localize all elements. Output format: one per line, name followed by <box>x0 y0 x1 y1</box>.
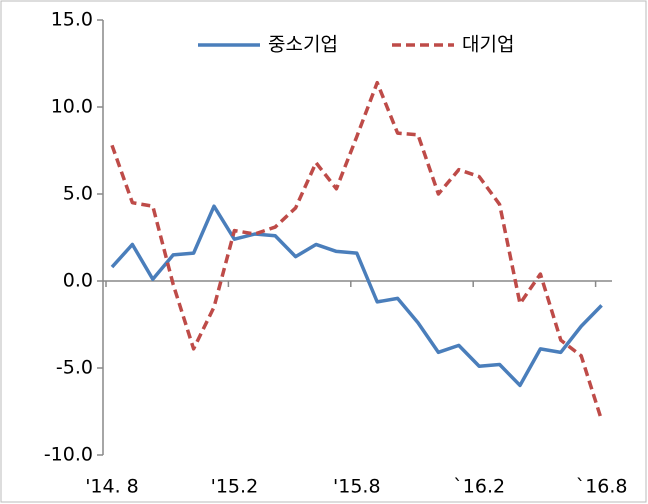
y-tick-label: 0.0 <box>63 270 93 292</box>
y-tick-label: -10.0 <box>44 444 93 466</box>
y-tick-label: 10.0 <box>51 96 93 118</box>
legend-label: 대기업 <box>462 34 514 56</box>
legend-label: 중소기업 <box>268 34 338 56</box>
y-tick-label: 5.0 <box>63 183 93 205</box>
series-line <box>110 80 604 421</box>
x-tick-label: '14. 8 <box>85 476 139 498</box>
series-line <box>110 204 603 388</box>
y-tick-label: -5.0 <box>56 357 93 379</box>
x-tick-label: '15.8 <box>333 476 381 498</box>
x-tick-label: '15.2 <box>211 476 259 498</box>
y-tick-label: 15.0 <box>51 9 93 31</box>
x-tick-label: `16.2 <box>453 476 505 498</box>
x-tick-label: `16.8 <box>576 476 628 498</box>
